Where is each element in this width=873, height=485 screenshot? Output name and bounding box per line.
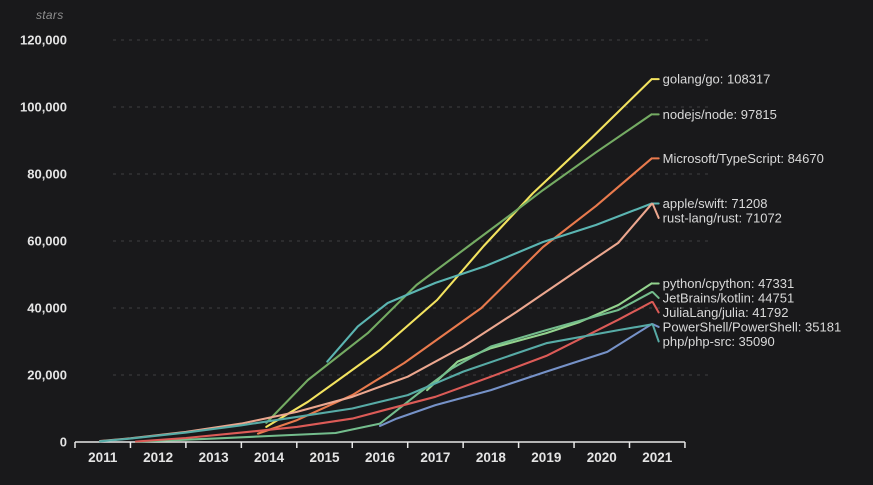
x-axis-tick-label: 2014 [254, 450, 285, 465]
y-axis-title: stars [36, 8, 64, 22]
y-axis-tick-label: 60,000 [27, 234, 67, 249]
x-axis-tick-label: 2016 [365, 450, 396, 465]
series-label-golang-go: golang/go: 108317 [663, 72, 771, 87]
series-line-php-php-src [98, 323, 653, 443]
series-line-julialang-julia [134, 300, 653, 443]
series-line-nodejs-node [265, 113, 653, 424]
y-axis-tick-label: 20,000 [27, 368, 67, 383]
series-label-julialang-julia: JuliaLang/julia: 41792 [663, 305, 789, 320]
series-line-powershell-powershell [378, 323, 653, 427]
series-label-apple-swift: apple/swift: 71208 [663, 196, 768, 211]
series-label-microsoft-typescript: Microsoft/TypeScript: 84670 [663, 151, 824, 166]
y-axis-tick-label: 100,000 [20, 100, 67, 115]
series-label-powershell-powershell: PowerShell/PowerShell: 35181 [663, 319, 842, 334]
x-axis-tick-label: 2018 [476, 450, 507, 465]
y-axis-tick-label: 80,000 [27, 167, 67, 182]
series-label-rust-lang-rust: rust-lang/rust: 71072 [663, 210, 782, 225]
series-label-python-cpython: python/cpython: 47331 [663, 276, 795, 291]
x-axis-tick-label: 2017 [420, 450, 450, 465]
x-axis-tick-label: 2020 [587, 450, 617, 465]
series-leader-php-php-src [651, 323, 660, 343]
y-axis-tick-label: 0 [60, 435, 67, 450]
series-line-rust-lang-rust [98, 202, 653, 443]
series-label-nodejs-node: nodejs/node: 97815 [663, 107, 777, 122]
y-axis-tick-label: 120,000 [20, 33, 67, 48]
x-axis-tick-label: 2021 [642, 450, 673, 465]
series-label-php-php-src: php/php-src: 35090 [663, 334, 775, 349]
series-leader-julialang-julia [651, 300, 660, 314]
x-axis-tick-label: 2019 [531, 450, 561, 465]
x-axis-tick-label: 2012 [143, 450, 173, 465]
x-axis-tick-label: 2013 [199, 450, 230, 465]
series-leader-rust-lang-rust [651, 202, 660, 219]
series-line-microsoft-typescript [256, 157, 653, 435]
x-axis-tick-label: 2011 [88, 450, 118, 465]
y-axis-tick-label: 40,000 [27, 301, 67, 316]
series-label-jetbrains-kotlin: JetBrains/kotlin: 44751 [663, 290, 795, 305]
x-axis-tick-label: 2015 [310, 450, 341, 465]
series-line-apple-swift [326, 202, 653, 363]
series-line-golang-go [265, 78, 653, 428]
series-leader-jetbrains-kotlin [651, 291, 660, 299]
series-line-python-cpython [426, 282, 653, 392]
series-line-jetbrains-kotlin [134, 291, 653, 443]
